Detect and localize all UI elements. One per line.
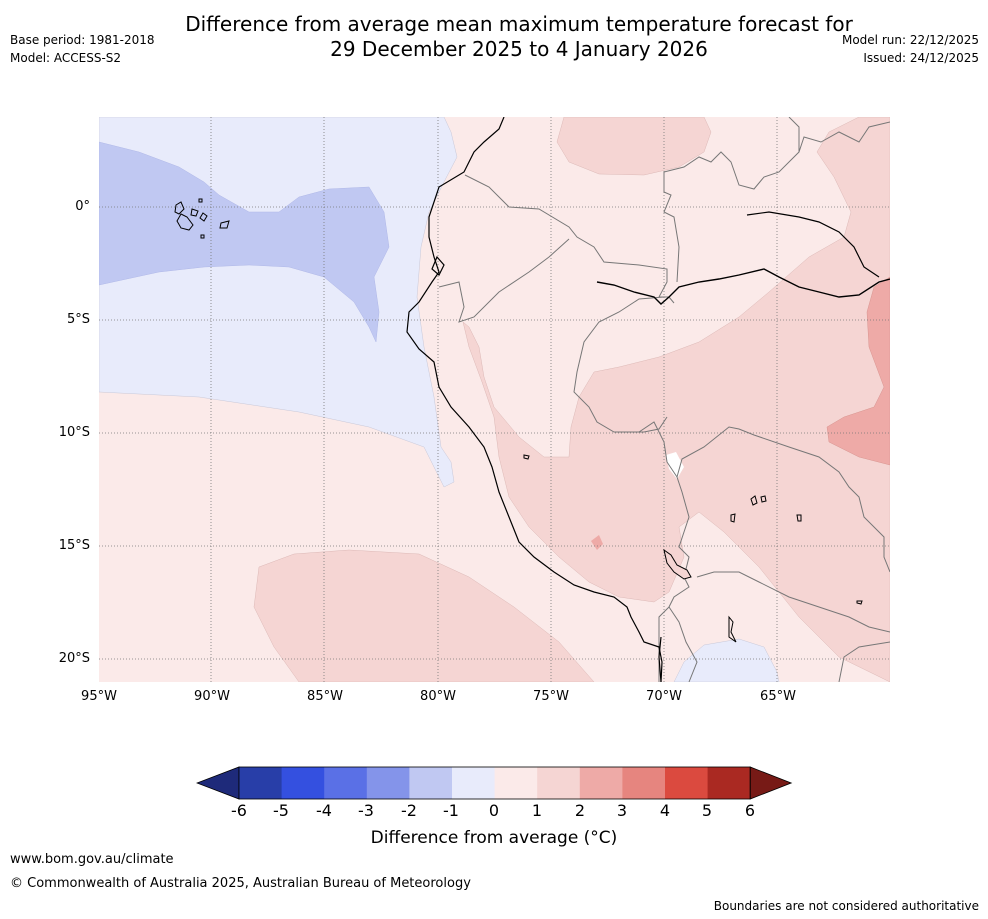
y-tick-label: 5°S — [66, 312, 90, 327]
y-tick-label: 0° — [75, 199, 90, 214]
x-tick-label: 80°W — [420, 689, 456, 704]
model-run-text: Model run: 22/12/2025 — [841, 33, 979, 47]
anomaly-region-1-2-southwest — [253, 549, 595, 682]
colorbar-segment — [452, 767, 496, 799]
amazon-tributary — [746, 211, 880, 278]
website-link[interactable]: www.bom.gov.au/climate — [10, 852, 174, 867]
colorbar-tick-label: 0 — [488, 801, 500, 820]
y-tick-label: 20°S — [58, 651, 90, 666]
colorbar-tick-label: 6 — [744, 801, 756, 820]
colorbar-segment — [366, 767, 410, 799]
anomaly-region-2-3-east — [826, 276, 890, 466]
anomaly-region-1-2-east — [462, 117, 890, 682]
gridlines — [99, 117, 890, 682]
colorbar-tick-label: -2 — [401, 801, 417, 820]
anomaly-region-minus2-minus1 — [99, 141, 390, 343]
anomaly-region-1-2-north — [556, 117, 712, 176]
meta-left: Base period: 1981-2018 Model: ACCESS-S2 — [10, 32, 155, 66]
x-tick-label: 75°W — [533, 689, 569, 704]
y-tick-label: 15°S — [58, 538, 90, 553]
colorbar-segment — [494, 767, 538, 799]
colorbar-segment — [409, 767, 453, 799]
anomaly-region-neutral-spot — [666, 452, 684, 479]
colorbar-segment — [665, 767, 709, 799]
colorbar-segment — [281, 767, 325, 799]
disclaimer-text: Boundaries are not considered authoritat… — [713, 899, 979, 913]
colorbar-tick-label: -3 — [358, 801, 374, 820]
lake-titicaca — [663, 548, 692, 580]
colorbar-tick-label: -6 — [231, 801, 247, 820]
colorbar-label: Difference from average (°C) — [370, 828, 618, 848]
colorbar-arrow-high — [749, 766, 793, 800]
colorbar-tick-label: 3 — [616, 801, 628, 820]
colorbar-segment — [579, 767, 623, 799]
colorbar-segment — [707, 767, 751, 799]
base-period-text: Base period: 1981-2018 — [10, 33, 155, 47]
issued-text: Issued: 24/12/2025 — [863, 51, 979, 65]
colorbar-tick-label: -1 — [443, 801, 459, 820]
coastline — [406, 117, 663, 682]
chart-title-line-2: 29 December 2025 to 4 January 2026 — [330, 37, 708, 61]
colorbar-segment — [324, 767, 368, 799]
x-tick-label: 95°W — [81, 689, 117, 704]
galapagos-islands — [174, 198, 230, 239]
amazon-river — [596, 268, 890, 305]
colorbar-tick-label: -5 — [273, 801, 289, 820]
colorbar-segment — [239, 767, 283, 799]
chart-title-line-1: Difference from average mean maximum tem… — [185, 12, 853, 36]
colorbar-segment — [622, 767, 666, 799]
meta-right: Model run: 22/12/2025 Issued: 24/12/2025 — [842, 32, 979, 66]
colorbar-tick-label: -4 — [316, 801, 332, 820]
x-tick-label: 90°W — [194, 689, 230, 704]
colorbar-segment — [537, 767, 581, 799]
colorbar-tick-label: 2 — [574, 801, 586, 820]
temperature-anomaly-map — [99, 117, 890, 682]
model-text: Model: ACCESS-S2 — [10, 51, 122, 65]
x-tick-label: 65°W — [760, 689, 796, 704]
copyright-text: © Commonwealth of Australia 2025, Austra… — [10, 876, 471, 891]
colorbar-tick-label: 1 — [531, 801, 543, 820]
colorbar-frame — [238, 766, 751, 800]
chart-title: Difference from average mean maximum tem… — [0, 12, 988, 62]
colorbar-tick-label: 5 — [701, 801, 713, 820]
colorbar-arrow-low — [196, 766, 240, 800]
colorbar — [196, 766, 793, 800]
y-tick-label: 10°S — [58, 425, 90, 440]
x-tick-label: 85°W — [307, 689, 343, 704]
colorbar-tick-label: 4 — [659, 801, 671, 820]
x-tick-label: 70°W — [646, 689, 682, 704]
small-lakes — [523, 454, 863, 643]
